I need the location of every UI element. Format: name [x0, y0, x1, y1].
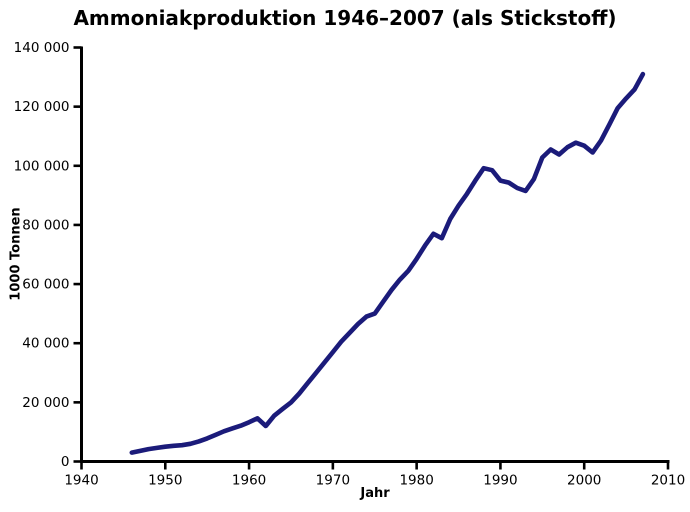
x-tick-label: 1980	[399, 473, 433, 489]
y-tick-label: 80 000	[22, 217, 69, 233]
y-axis-title: 1000 Tonnen	[8, 207, 24, 301]
y-tick-label: 0	[61, 454, 70, 470]
y-tick-label: 120 000	[14, 99, 70, 115]
x-tick-label: 2000	[567, 473, 601, 489]
x-axis-title: Jahr	[360, 486, 390, 501]
x-tick-label: 1960	[232, 473, 266, 489]
x-tick-label: 1990	[483, 473, 517, 489]
y-tick-label: 100 000	[14, 158, 70, 174]
y-tick-label: 140 000	[14, 40, 70, 56]
data-line-ammoniakproduktion-als-stickstoff-	[129, 71, 646, 455]
chart-title: Ammoniakproduktion 1946–2007 (als Sticks…	[73, 6, 617, 30]
x-tick-label: 1970	[316, 473, 350, 489]
x-tick-label: 2010	[651, 473, 685, 489]
y-tick-label: 60 000	[22, 277, 69, 293]
x-tick-label: 1950	[148, 473, 182, 489]
y-tick-label: 40 000	[22, 336, 69, 352]
x-tick-label: 1940	[64, 473, 98, 489]
y-tick-label: 20 000	[22, 395, 69, 411]
